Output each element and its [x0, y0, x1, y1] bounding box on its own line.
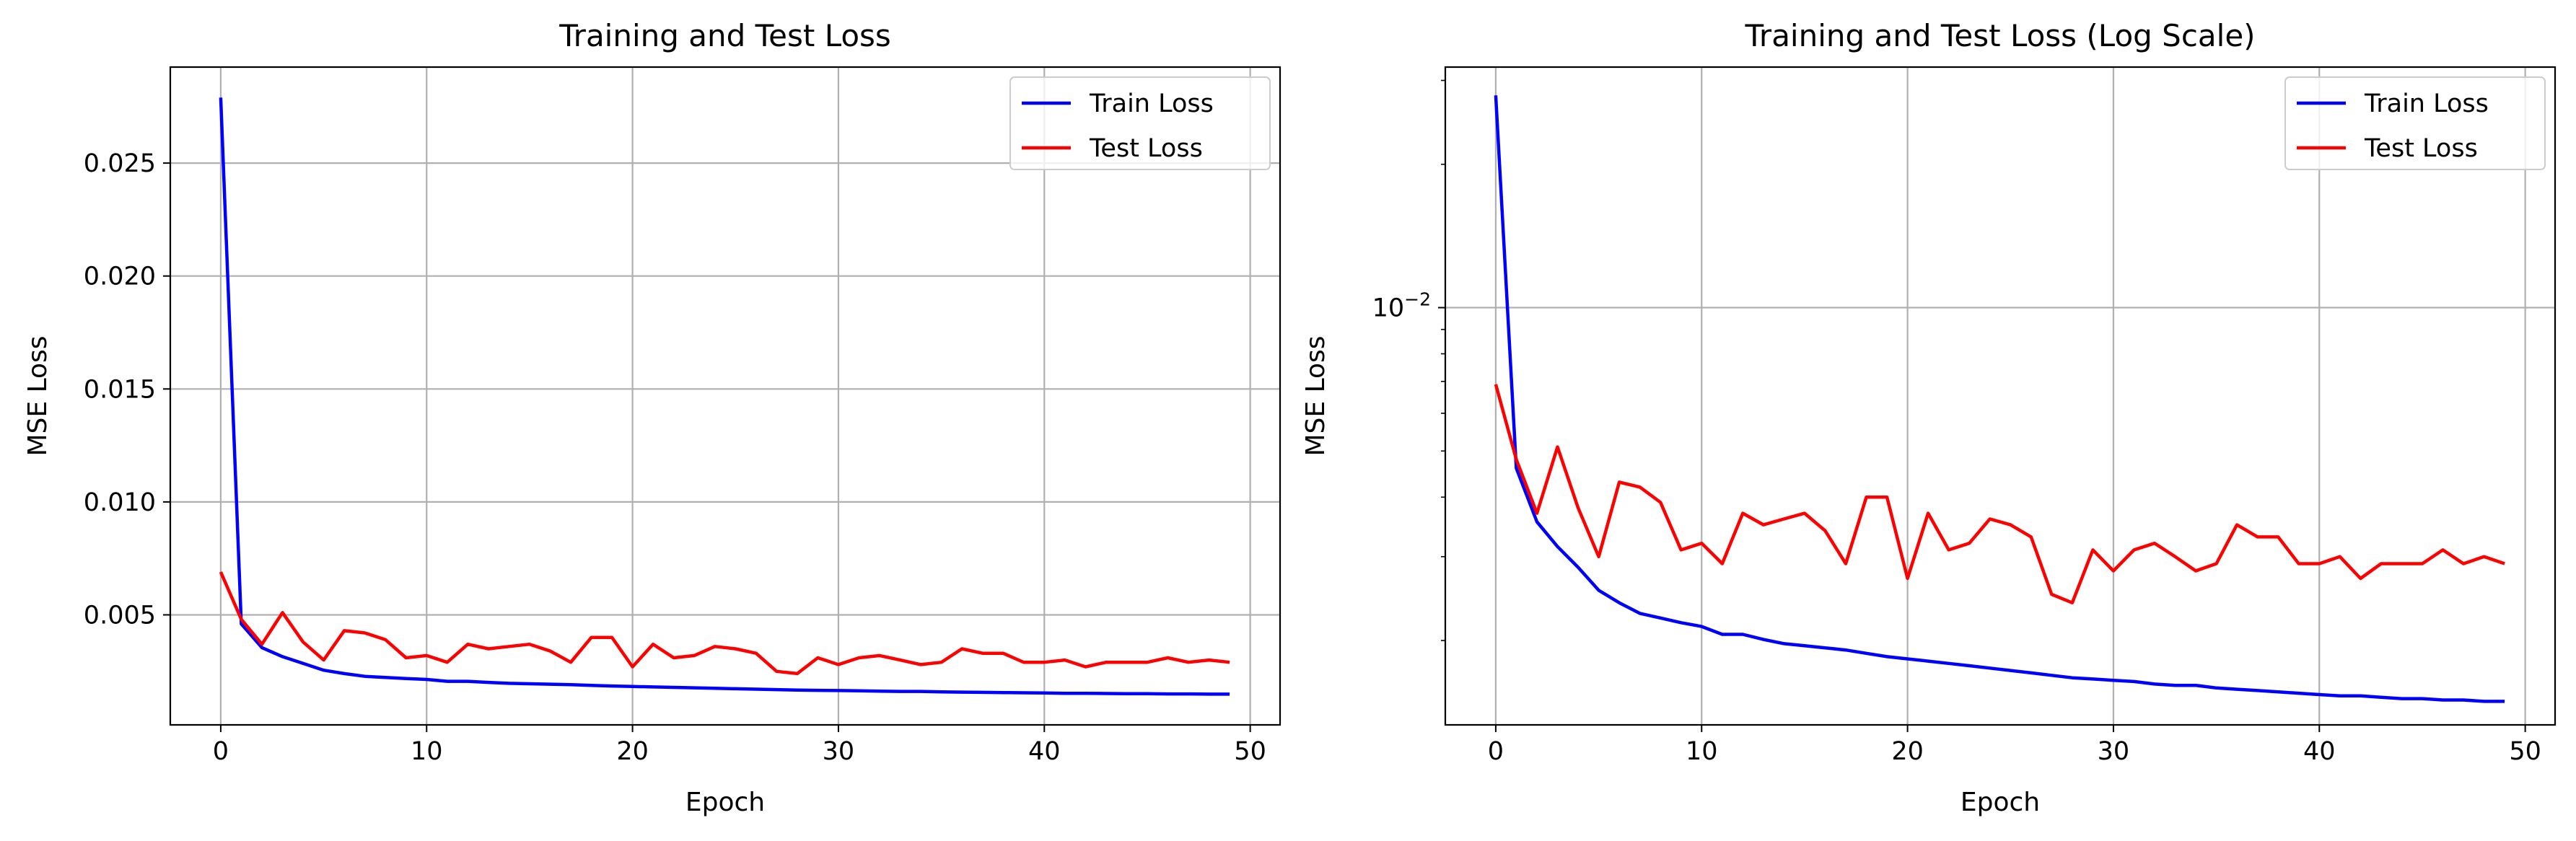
y-tick-label: 0.025: [84, 149, 156, 178]
y-axis-label: MSE Loss: [1301, 335, 1331, 456]
x-tick-label: 40: [1028, 737, 1061, 766]
y-tick-label-base: 10: [1372, 294, 1405, 323]
x-tick-label: 30: [823, 737, 855, 766]
y-tick-label: 10−2: [1372, 289, 1431, 323]
legend-box: [1009, 76, 1271, 170]
legend-label-test-loss: Test Loss: [1089, 134, 1203, 163]
legend-box: [2284, 76, 2546, 170]
legend: Train Loss Test Loss: [2284, 76, 2546, 170]
axes-frame: [1444, 66, 2557, 726]
series-line-train-loss: [219, 97, 1230, 696]
chart-title: Training and Test Loss (Log Scale): [1744, 18, 2255, 53]
x-tick-label: 30: [2098, 737, 2130, 766]
x-tick-label: 20: [616, 737, 649, 766]
series-line-test-loss: [1494, 384, 2505, 604]
series-line-train-loss: [1494, 95, 2505, 703]
x-tick-label: 20: [1891, 737, 1924, 766]
legend-label-train-loss: Train Loss: [2364, 89, 2489, 118]
x-axis-label: Epoch: [1961, 788, 2040, 817]
x-axis-label: Epoch: [685, 788, 765, 817]
y-axis-label: MSE Loss: [23, 335, 53, 456]
x-tick-label: 0: [1488, 737, 1504, 766]
y-tick-label: 0.015: [84, 375, 156, 404]
y-tick-label: 0.020: [84, 263, 156, 291]
y-tick-label: 0.005: [84, 601, 156, 630]
y-tick-label: 0.010: [84, 488, 156, 517]
x-tick-label: 10: [411, 737, 443, 766]
legend-label-train-loss: Train Loss: [1089, 89, 1214, 118]
x-tick-label: 50: [1234, 737, 1266, 766]
x-tick-label: 40: [2303, 737, 2336, 766]
x-tick-label: 0: [213, 737, 229, 766]
grid: [1445, 67, 2555, 725]
axes-frame: [169, 66, 1282, 726]
chart-panel-1: 0 10 20 30 40 50 0.005 0.010 0.015 0.020 0.025 Trai…: [23, 18, 1282, 817]
grid: [170, 67, 1280, 725]
y-tick-label-exponent: −2: [1404, 289, 1431, 310]
legend: Train Loss Test Loss: [1009, 76, 1271, 170]
x-tick-label: 10: [1686, 737, 1718, 766]
legend-label-test-loss: Test Loss: [2364, 134, 2478, 163]
x-tick-label: 50: [2509, 737, 2541, 766]
series-line-test-loss: [219, 571, 1230, 676]
chart-title: Training and Test Loss: [558, 18, 891, 53]
axis-ticks: 0 10 20 30 40 50 0.005 0.010 0.015 0.020 0.025: [84, 149, 1266, 766]
